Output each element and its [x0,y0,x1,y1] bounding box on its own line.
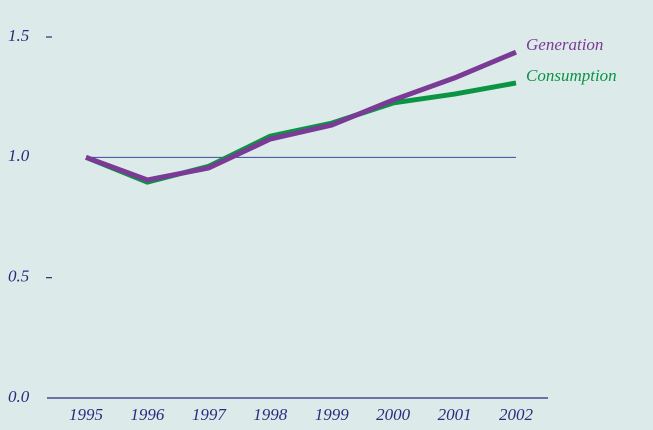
x-tick-label: 1997 [192,405,228,424]
x-tick-label: 1998 [253,405,288,424]
series-label: Generation [526,35,603,54]
x-tick-label: 2002 [499,405,534,424]
y-tick-label: 0.5 [8,267,29,286]
y-tick-label: 1.5 [8,26,29,45]
series-line [85,49,517,183]
y-tick-label: 1.0 [8,146,30,165]
x-tick-label: 2001 [438,405,472,424]
x-tick-label: 2000 [376,405,411,424]
y-tick-label: 0.0 [8,387,30,406]
x-tick-label: 1995 [69,405,103,424]
series-label: Consumption [526,66,617,85]
x-tick-label: 1999 [315,405,350,424]
x-tick-label: 1996 [130,405,165,424]
